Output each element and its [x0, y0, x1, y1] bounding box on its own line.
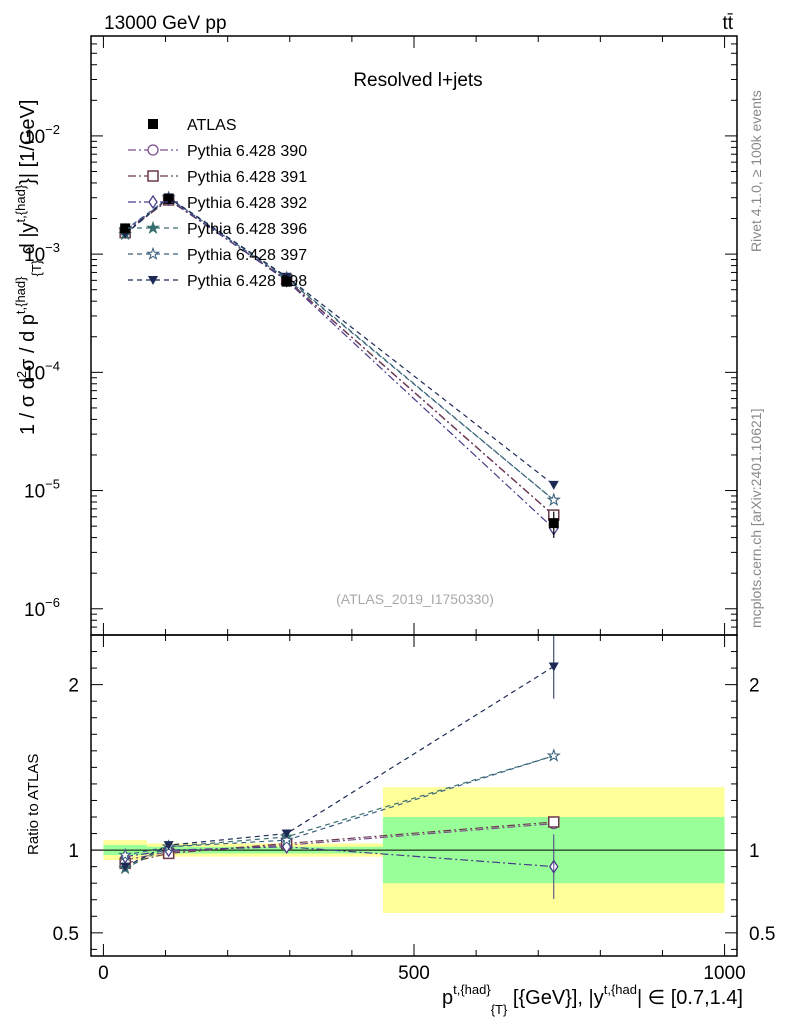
ratio-point-5-1-shape: [163, 841, 174, 851]
data-point-0: [120, 223, 131, 234]
legend-marker-1: [147, 170, 159, 182]
data-point-0-shape: [120, 223, 131, 234]
x-axis-label: pt,{had}{T} [{GeV}], |yt,{had| ∈ [0.7,1.…: [442, 982, 743, 1017]
legend-marker-5: [148, 276, 158, 285]
ratio-y-axis-label: Ratio to ATLAS: [25, 754, 42, 855]
ratio-tick-label-left: 2: [68, 676, 79, 697]
ratio-point-4-2: [279, 832, 294, 847]
legend-marker-2: [148, 194, 158, 210]
mc-line-4: [124, 197, 555, 501]
data-point-3: [548, 518, 559, 529]
rivet-label: Rivet 4.1.0, ≥ 100k events: [748, 90, 764, 252]
mc-point-4-3: [546, 492, 561, 506]
ratio-point-5-1: [163, 841, 174, 851]
data-point-3-shape: [548, 518, 559, 529]
ratio-tick-label-right: 0.5: [749, 924, 775, 945]
ratio-point-4-0-shape: [118, 847, 133, 861]
legend: ATLAS Pythia 6.428 390 Pythia 6.428 391 Pyt…: [128, 117, 307, 290]
legend-label-3: Pythia 6.428 396: [187, 221, 307, 238]
chart-title: Resolved l+jets: [353, 70, 482, 91]
ratio-tick-label-right: 2: [749, 676, 760, 697]
ratio-point-1-3: [548, 816, 560, 828]
data-point-1-shape: [163, 193, 174, 204]
ratio-point-1-3-shape: [548, 816, 560, 828]
mc-line-3: [124, 197, 555, 501]
header-left: 13000 GeV pp: [104, 13, 227, 34]
ratio-point-5-2: [281, 829, 292, 839]
legend-marker-0-shape: [147, 144, 159, 156]
legend-label-4: Pythia 6.428 397: [187, 247, 307, 264]
mc-point-5-3: [548, 480, 559, 490]
x-tick-label: 1000: [703, 963, 745, 984]
main-series: [118, 190, 561, 538]
ratio-point-4-3: [546, 748, 561, 762]
data-point-2-shape: [281, 276, 292, 287]
axes: 0 500 1000 10−6 10−5 10−4 10−3 10−2 0.5 0.5 1 1 2 2: [24, 35, 775, 984]
ratio-series: [118, 635, 561, 899]
ratio-point-5-0-shape: [120, 862, 131, 872]
mc-line-5: [124, 196, 555, 486]
mcplots-label: mcplots.cern.ch [arXiv:2401.10621]: [748, 409, 764, 628]
legend-label-0: Pythia 6.428 390: [187, 143, 307, 160]
y-tick-label: 10−4: [24, 358, 60, 384]
data-point-1: [163, 193, 174, 204]
legend-label-2: Pythia 6.428 392: [187, 195, 307, 212]
legend-marker-2-shape: [148, 194, 158, 210]
mc-point-5-3-shape: [548, 480, 559, 490]
y-tick-label: 10−5: [24, 477, 60, 503]
legend-marker-4-shape: [145, 246, 161, 260]
legend-marker-5-shape: [148, 276, 158, 285]
legend-marker-0: [147, 144, 159, 156]
ratio-line-5: [124, 665, 555, 868]
ratio-point-4-0: [118, 847, 133, 861]
ratio-tick-label-left: 1: [68, 841, 79, 862]
data-point-2: [281, 276, 292, 287]
ratio-line-2: [125, 846, 554, 868]
ratio-line-4: [125, 755, 554, 856]
ratio-point-4-3-shape: [546, 748, 561, 762]
x-tick-label: 0: [98, 963, 109, 984]
ratio-point-5-0: [120, 862, 131, 872]
ratio-point-5-2-shape: [281, 829, 292, 839]
legend-marker-4: [145, 246, 161, 260]
legend-marker-data: [148, 119, 158, 129]
y-tick-label: 10−6: [24, 595, 60, 621]
y-tick-label: 10−2: [24, 122, 60, 148]
legend-marker-1-shape: [147, 170, 159, 182]
mc-point-4-3-shape: [546, 492, 561, 506]
ratio-line-3: [124, 755, 554, 869]
legend-label-data: ATLAS: [187, 117, 237, 134]
legend-marker-3: [145, 220, 161, 234]
ratio-tick-label-left: 0.5: [53, 924, 79, 945]
x-tick-label: 500: [398, 963, 430, 984]
legend-marker-data-shape: [148, 119, 158, 129]
ratio-point-4-2-shape: [279, 832, 294, 847]
legend-label-1: Pythia 6.428 391: [187, 169, 307, 186]
y-tick-label: 10−3: [24, 240, 60, 266]
mc-line-2: [124, 198, 555, 530]
header-right: tt̄: [722, 13, 733, 34]
analysis-id: (ATLAS_2019_I1750330): [336, 591, 494, 607]
legend-marker-3-shape: [145, 220, 161, 234]
legend-label-5: Pythia 6.428 398: [187, 273, 307, 290]
y-axis-label: 1 / σ d2σ / d pt,{had}{T} d |yt,{had}}| …: [13, 100, 44, 435]
ratio-tick-label-right: 1: [749, 841, 760, 862]
